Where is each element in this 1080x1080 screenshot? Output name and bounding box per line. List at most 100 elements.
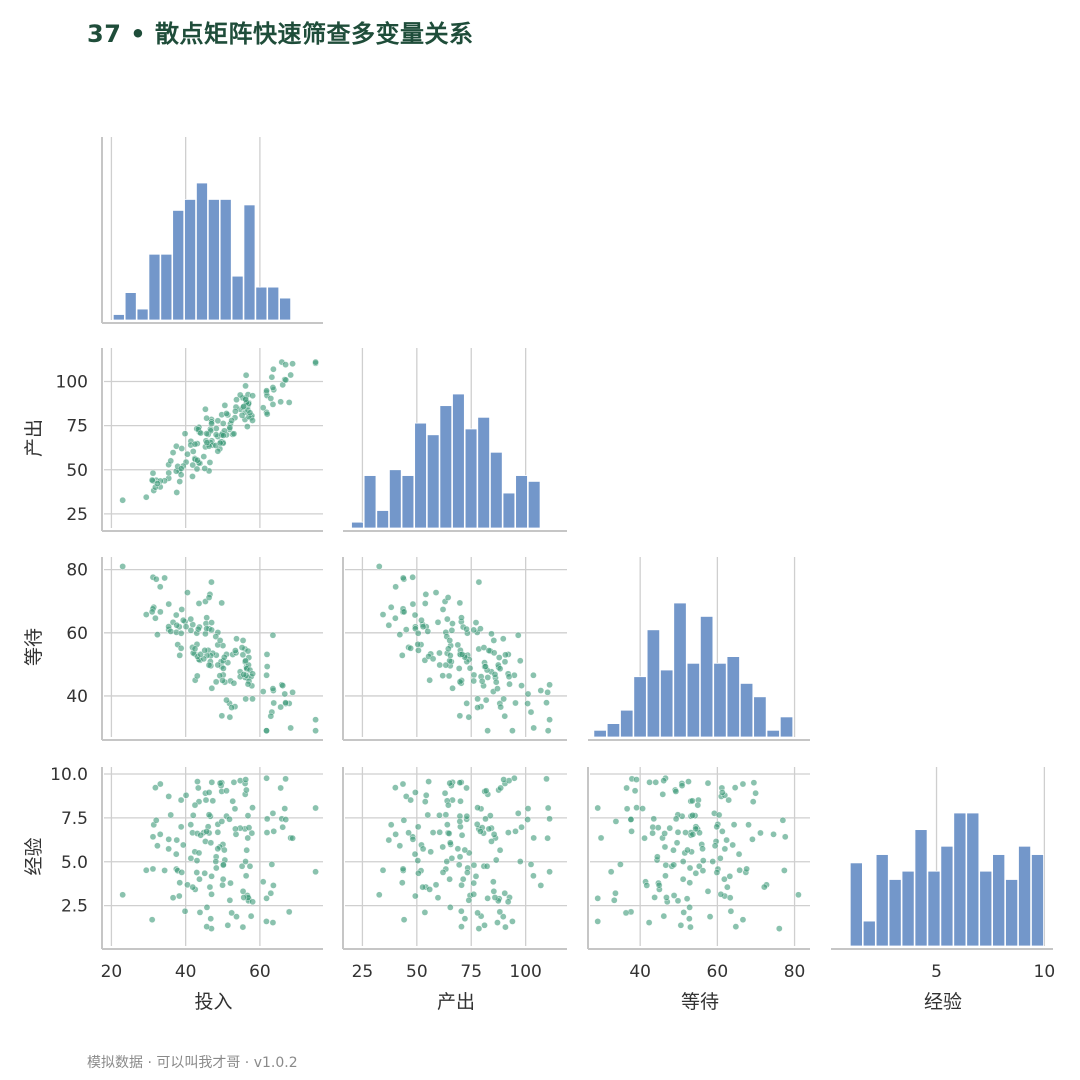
scatter-point bbox=[208, 420, 215, 427]
scatter-point bbox=[270, 365, 277, 373]
hist-bar bbox=[713, 662, 727, 738]
scatter-point bbox=[481, 921, 488, 929]
y-tick-label: 10.0 bbox=[50, 765, 88, 785]
scatter-point bbox=[761, 883, 768, 891]
scatter-point bbox=[277, 703, 284, 711]
scatter-point bbox=[659, 791, 667, 798]
scatter-point bbox=[456, 678, 464, 686]
scatter-point bbox=[193, 869, 201, 876]
scatter-point bbox=[287, 371, 294, 379]
scatter-point bbox=[544, 804, 552, 812]
scatter-point bbox=[709, 858, 717, 865]
footer-note: 模拟数据 · 可以叫我才哥 · v1.0.2 bbox=[87, 1055, 298, 1071]
panel-经验-投入 bbox=[101, 767, 323, 950]
scatter-point bbox=[516, 858, 524, 865]
scatter-point bbox=[187, 615, 195, 623]
hist-bar bbox=[979, 870, 993, 947]
scatter-point bbox=[312, 358, 319, 366]
scatter-point bbox=[249, 804, 256, 811]
scatter-point bbox=[483, 862, 491, 870]
scatter-point bbox=[263, 651, 271, 658]
x-axis-label: 产出 bbox=[437, 991, 475, 1013]
scatter-point bbox=[436, 661, 443, 669]
scatter-point bbox=[490, 831, 498, 838]
scatter-point bbox=[398, 879, 406, 887]
scatter-point bbox=[203, 614, 210, 621]
scatter-point bbox=[207, 839, 215, 847]
scatter-point bbox=[312, 727, 319, 734]
scatter-point bbox=[405, 829, 412, 837]
scatter-point bbox=[717, 855, 724, 862]
scatter-point bbox=[238, 862, 246, 870]
x-tick-label: 20 bbox=[101, 962, 123, 982]
scatter-point bbox=[677, 921, 685, 929]
scatter-point bbox=[706, 913, 714, 920]
scatter-point bbox=[385, 621, 393, 629]
scatter-point bbox=[279, 823, 286, 831]
hist-bar bbox=[646, 629, 661, 738]
scatter-point bbox=[216, 637, 224, 644]
scatter-point bbox=[445, 830, 453, 837]
x-axis-label: 经验 bbox=[924, 991, 962, 1013]
scatter-point bbox=[434, 619, 442, 626]
y-tick-label: 7.5 bbox=[61, 809, 88, 829]
scatter-point bbox=[527, 708, 535, 716]
scatter-point bbox=[524, 805, 532, 812]
scatter-point bbox=[177, 629, 185, 637]
scatter-point bbox=[447, 652, 454, 659]
y-tick-label: 2.5 bbox=[61, 897, 88, 917]
scatter-point bbox=[682, 829, 689, 836]
scatter-point bbox=[259, 404, 267, 412]
scatter-point bbox=[119, 891, 126, 899]
hist-bar bbox=[515, 475, 528, 529]
scatter-point bbox=[530, 671, 537, 679]
scatter-point bbox=[652, 779, 660, 786]
scatter-point bbox=[749, 836, 756, 843]
scatter-point bbox=[180, 616, 187, 624]
scatter-point bbox=[639, 805, 646, 812]
hist-bar bbox=[184, 199, 197, 321]
scatter-point bbox=[512, 699, 519, 707]
scatter-point bbox=[686, 879, 694, 887]
scatter-point bbox=[157, 780, 164, 788]
hist-bar bbox=[414, 422, 427, 529]
scatter-point bbox=[594, 918, 602, 925]
scatter-point bbox=[490, 637, 498, 644]
scatter-point bbox=[205, 789, 213, 796]
scatter-point bbox=[447, 904, 454, 911]
hist-bar bbox=[766, 729, 780, 738]
scatter-point bbox=[745, 821, 752, 829]
scatter-point bbox=[236, 777, 244, 784]
x-axis-label: 等待 bbox=[681, 991, 719, 1013]
hist-bar bbox=[914, 829, 928, 947]
scatter-point bbox=[205, 811, 213, 819]
scatter-point bbox=[392, 583, 399, 591]
hist-bar bbox=[753, 696, 767, 738]
scatter-point bbox=[223, 410, 230, 417]
scatter-point bbox=[504, 898, 512, 906]
scatter-point bbox=[411, 850, 419, 858]
scatter-point bbox=[202, 796, 210, 804]
scatter-point bbox=[475, 925, 483, 932]
scatter-point bbox=[651, 894, 658, 901]
scatter-point bbox=[470, 879, 477, 887]
x-tick-label: 60 bbox=[707, 962, 729, 982]
scatter-point bbox=[439, 869, 447, 876]
scatter-point bbox=[436, 649, 443, 657]
scatter-point bbox=[270, 882, 277, 889]
scatter-point bbox=[169, 449, 177, 456]
scatter-point bbox=[472, 873, 480, 880]
scatter-point bbox=[213, 425, 220, 432]
scatter-point bbox=[449, 620, 456, 627]
scatter-point bbox=[641, 834, 648, 842]
scatter-point bbox=[213, 864, 220, 872]
scatter-point bbox=[466, 664, 474, 672]
hist-bar bbox=[660, 669, 674, 738]
scatter-point bbox=[411, 611, 419, 619]
scatter-point bbox=[501, 712, 509, 720]
scatter-point bbox=[717, 890, 725, 898]
scatter-point bbox=[289, 689, 296, 696]
scatter-point bbox=[197, 651, 204, 658]
scatter-point bbox=[448, 627, 456, 634]
